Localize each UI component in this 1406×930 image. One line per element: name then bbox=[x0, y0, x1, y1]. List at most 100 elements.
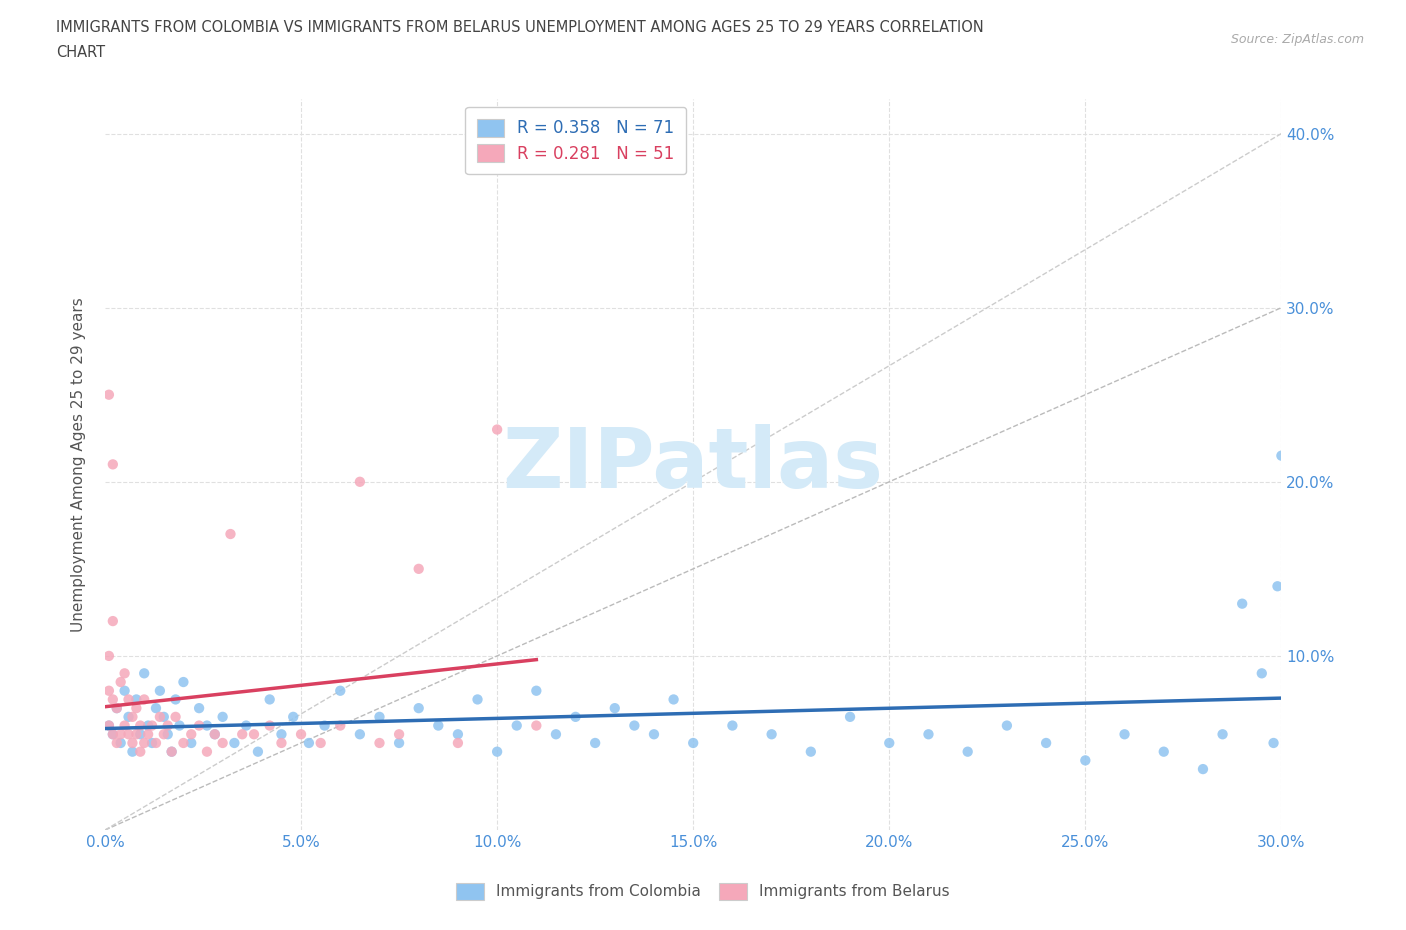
Text: CHART: CHART bbox=[56, 45, 105, 60]
Point bbox=[195, 718, 218, 733]
Point bbox=[1250, 666, 1272, 681]
Point bbox=[506, 718, 529, 733]
Point bbox=[121, 710, 143, 724]
Point bbox=[129, 744, 152, 759]
Point bbox=[97, 648, 120, 663]
Point bbox=[160, 744, 183, 759]
Point bbox=[149, 684, 172, 698]
Point bbox=[1212, 727, 1234, 742]
Point bbox=[125, 727, 148, 742]
Point bbox=[447, 736, 470, 751]
Point bbox=[486, 744, 509, 759]
Point bbox=[97, 387, 120, 402]
Point bbox=[721, 718, 744, 733]
Point bbox=[1263, 736, 1285, 751]
Point bbox=[368, 736, 391, 751]
Point bbox=[917, 727, 939, 742]
Point bbox=[125, 692, 148, 707]
Point bbox=[583, 736, 606, 751]
Point bbox=[114, 718, 136, 733]
Point bbox=[314, 718, 336, 733]
Point bbox=[329, 684, 352, 698]
Text: IMMIGRANTS FROM COLOMBIA VS IMMIGRANTS FROM BELARUS UNEMPLOYMENT AMONG AGES 25 T: IMMIGRANTS FROM COLOMBIA VS IMMIGRANTS F… bbox=[56, 20, 984, 35]
Point bbox=[188, 700, 211, 715]
Point bbox=[129, 727, 152, 742]
Point bbox=[141, 736, 163, 751]
Point bbox=[211, 710, 233, 724]
Point bbox=[117, 710, 139, 724]
Point bbox=[388, 727, 411, 742]
Point bbox=[1192, 762, 1215, 777]
Point bbox=[117, 727, 139, 742]
Point bbox=[110, 727, 132, 742]
Point bbox=[160, 744, 183, 759]
Point bbox=[283, 710, 305, 724]
Point bbox=[121, 744, 143, 759]
Point bbox=[544, 727, 567, 742]
Point bbox=[195, 744, 218, 759]
Point bbox=[246, 744, 269, 759]
Point bbox=[270, 736, 292, 751]
Point bbox=[153, 710, 176, 724]
Point bbox=[136, 727, 159, 742]
Point bbox=[298, 736, 321, 751]
Point bbox=[290, 727, 312, 742]
Point bbox=[486, 422, 509, 437]
Point bbox=[188, 718, 211, 733]
Point bbox=[145, 700, 167, 715]
Point bbox=[270, 727, 292, 742]
Point bbox=[235, 718, 257, 733]
Point bbox=[259, 718, 281, 733]
Point bbox=[165, 710, 187, 724]
Point bbox=[101, 692, 124, 707]
Point bbox=[110, 674, 132, 689]
Point bbox=[101, 614, 124, 629]
Point bbox=[204, 727, 226, 742]
Y-axis label: Unemployment Among Ages 25 to 29 years: Unemployment Among Ages 25 to 29 years bbox=[72, 297, 86, 631]
Point bbox=[995, 718, 1018, 733]
Point bbox=[101, 727, 124, 742]
Point bbox=[956, 744, 979, 759]
Point bbox=[839, 710, 862, 724]
Point bbox=[180, 736, 202, 751]
Point bbox=[408, 562, 430, 577]
Point bbox=[524, 718, 547, 733]
Point bbox=[101, 457, 124, 472]
Point bbox=[427, 718, 450, 733]
Point bbox=[662, 692, 685, 707]
Point bbox=[129, 718, 152, 733]
Point bbox=[564, 710, 586, 724]
Point bbox=[134, 692, 156, 707]
Point bbox=[97, 718, 120, 733]
Point bbox=[105, 700, 128, 715]
Point bbox=[388, 736, 411, 751]
Point bbox=[219, 526, 242, 541]
Point bbox=[309, 736, 332, 751]
Point bbox=[156, 718, 179, 733]
Point bbox=[1114, 727, 1136, 742]
Point bbox=[105, 736, 128, 751]
Point bbox=[136, 718, 159, 733]
Point bbox=[259, 692, 281, 707]
Point bbox=[1074, 753, 1097, 768]
Point bbox=[149, 710, 172, 724]
Point bbox=[153, 727, 176, 742]
Point bbox=[145, 736, 167, 751]
Point bbox=[603, 700, 626, 715]
Point bbox=[134, 736, 156, 751]
Point bbox=[101, 727, 124, 742]
Point bbox=[761, 727, 783, 742]
Point bbox=[97, 718, 120, 733]
Point bbox=[877, 736, 900, 751]
Point bbox=[643, 727, 665, 742]
Point bbox=[1153, 744, 1175, 759]
Point bbox=[349, 727, 371, 742]
Point bbox=[134, 666, 156, 681]
Point bbox=[97, 684, 120, 698]
Text: Source: ZipAtlas.com: Source: ZipAtlas.com bbox=[1230, 33, 1364, 46]
Point bbox=[800, 744, 823, 759]
Text: ZIPatlas: ZIPatlas bbox=[503, 424, 884, 505]
Point bbox=[243, 727, 266, 742]
Point bbox=[141, 718, 163, 733]
Point bbox=[1267, 578, 1289, 593]
